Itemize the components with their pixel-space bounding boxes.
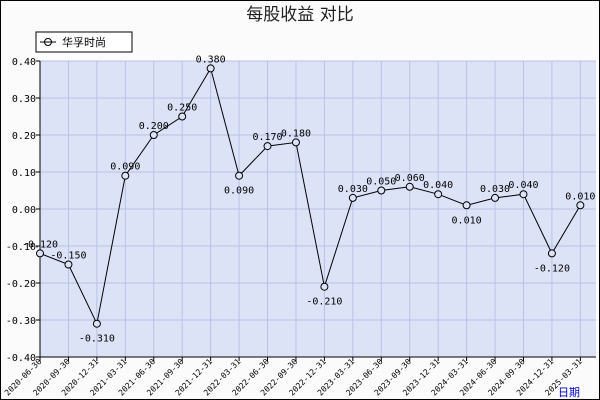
data-label: 0.040 bbox=[508, 180, 538, 191]
data-label: -0.120 bbox=[534, 263, 570, 274]
y-tick-label: 0.30 bbox=[12, 94, 36, 105]
y-axis-ticks: 0.40 0.30 0.20 0.10 0.00 -0.10 -0.20 -0.30 -0.40 bbox=[6, 57, 40, 364]
data-point bbox=[491, 193, 500, 202]
legend-marker-icon bbox=[44, 38, 52, 46]
data-label: -0.120 bbox=[22, 239, 58, 250]
data-point bbox=[235, 171, 244, 180]
series-group bbox=[36, 64, 585, 328]
data-label: 0.050 bbox=[366, 177, 396, 188]
data-point bbox=[434, 190, 443, 199]
chart-title: 每股收益 对比 bbox=[246, 5, 353, 25]
data-label: 0.180 bbox=[281, 128, 311, 139]
y-tick-label: -0.40 bbox=[6, 353, 36, 364]
data-point bbox=[206, 64, 215, 73]
data-label: 0.030 bbox=[480, 184, 510, 195]
data-point bbox=[291, 138, 300, 147]
data-point bbox=[149, 131, 158, 139]
gridlines bbox=[39, 60, 596, 358]
data-point bbox=[576, 201, 585, 210]
legend-label: 华孚时尚 bbox=[62, 35, 106, 49]
series-line bbox=[39, 67, 581, 326]
data-point bbox=[377, 186, 386, 195]
y-tick-label: -0.30 bbox=[6, 316, 36, 327]
data-point bbox=[121, 171, 130, 180]
y-tick-label: -0.10 bbox=[6, 242, 36, 253]
legend-box bbox=[35, 31, 133, 53]
data-label: 0.250 bbox=[167, 103, 197, 114]
data-point bbox=[462, 201, 471, 210]
y-tick-label: -0.20 bbox=[6, 279, 36, 290]
data-label: -0.150 bbox=[50, 251, 86, 262]
data-point bbox=[263, 142, 272, 151]
data-point bbox=[348, 193, 357, 202]
legend[interactable]: 华孚时尚 bbox=[35, 31, 133, 53]
data-label: 0.030 bbox=[338, 184, 368, 195]
y-tick-label: 0.40 bbox=[12, 57, 36, 68]
data-labels: -0.120-0.150-0.3100.0900.2000.2500.3800.… bbox=[22, 54, 595, 344]
data-point bbox=[320, 282, 329, 291]
data-point bbox=[405, 182, 414, 191]
data-point bbox=[547, 249, 556, 258]
data-label: -0.210 bbox=[306, 297, 342, 308]
data-label: 0.040 bbox=[423, 180, 453, 191]
data-label: 0.010 bbox=[452, 215, 482, 226]
y-tick-label: 0.00 bbox=[12, 205, 36, 216]
data-point bbox=[64, 260, 73, 269]
x-axis-label: 日期 bbox=[558, 386, 580, 399]
data-label: 0.090 bbox=[110, 162, 140, 173]
data-label: 0.170 bbox=[252, 132, 282, 143]
y-tick-label: 0.10 bbox=[12, 168, 36, 179]
data-label: 0.380 bbox=[196, 54, 226, 65]
data-label: 0.090 bbox=[224, 186, 254, 197]
data-point bbox=[92, 319, 101, 328]
data-label: -0.310 bbox=[79, 334, 115, 345]
data-label: 0.060 bbox=[395, 173, 425, 184]
data-point bbox=[178, 112, 187, 121]
x-axis-ticks: 2020-06-302020-09-302020-12-312021-03-31… bbox=[3, 357, 584, 398]
y-tick-label: 0.20 bbox=[12, 131, 36, 142]
data-label: 0.200 bbox=[139, 121, 169, 132]
data-label: 0.010 bbox=[565, 191, 595, 202]
data-point bbox=[36, 249, 44, 258]
data-point bbox=[519, 190, 528, 199]
